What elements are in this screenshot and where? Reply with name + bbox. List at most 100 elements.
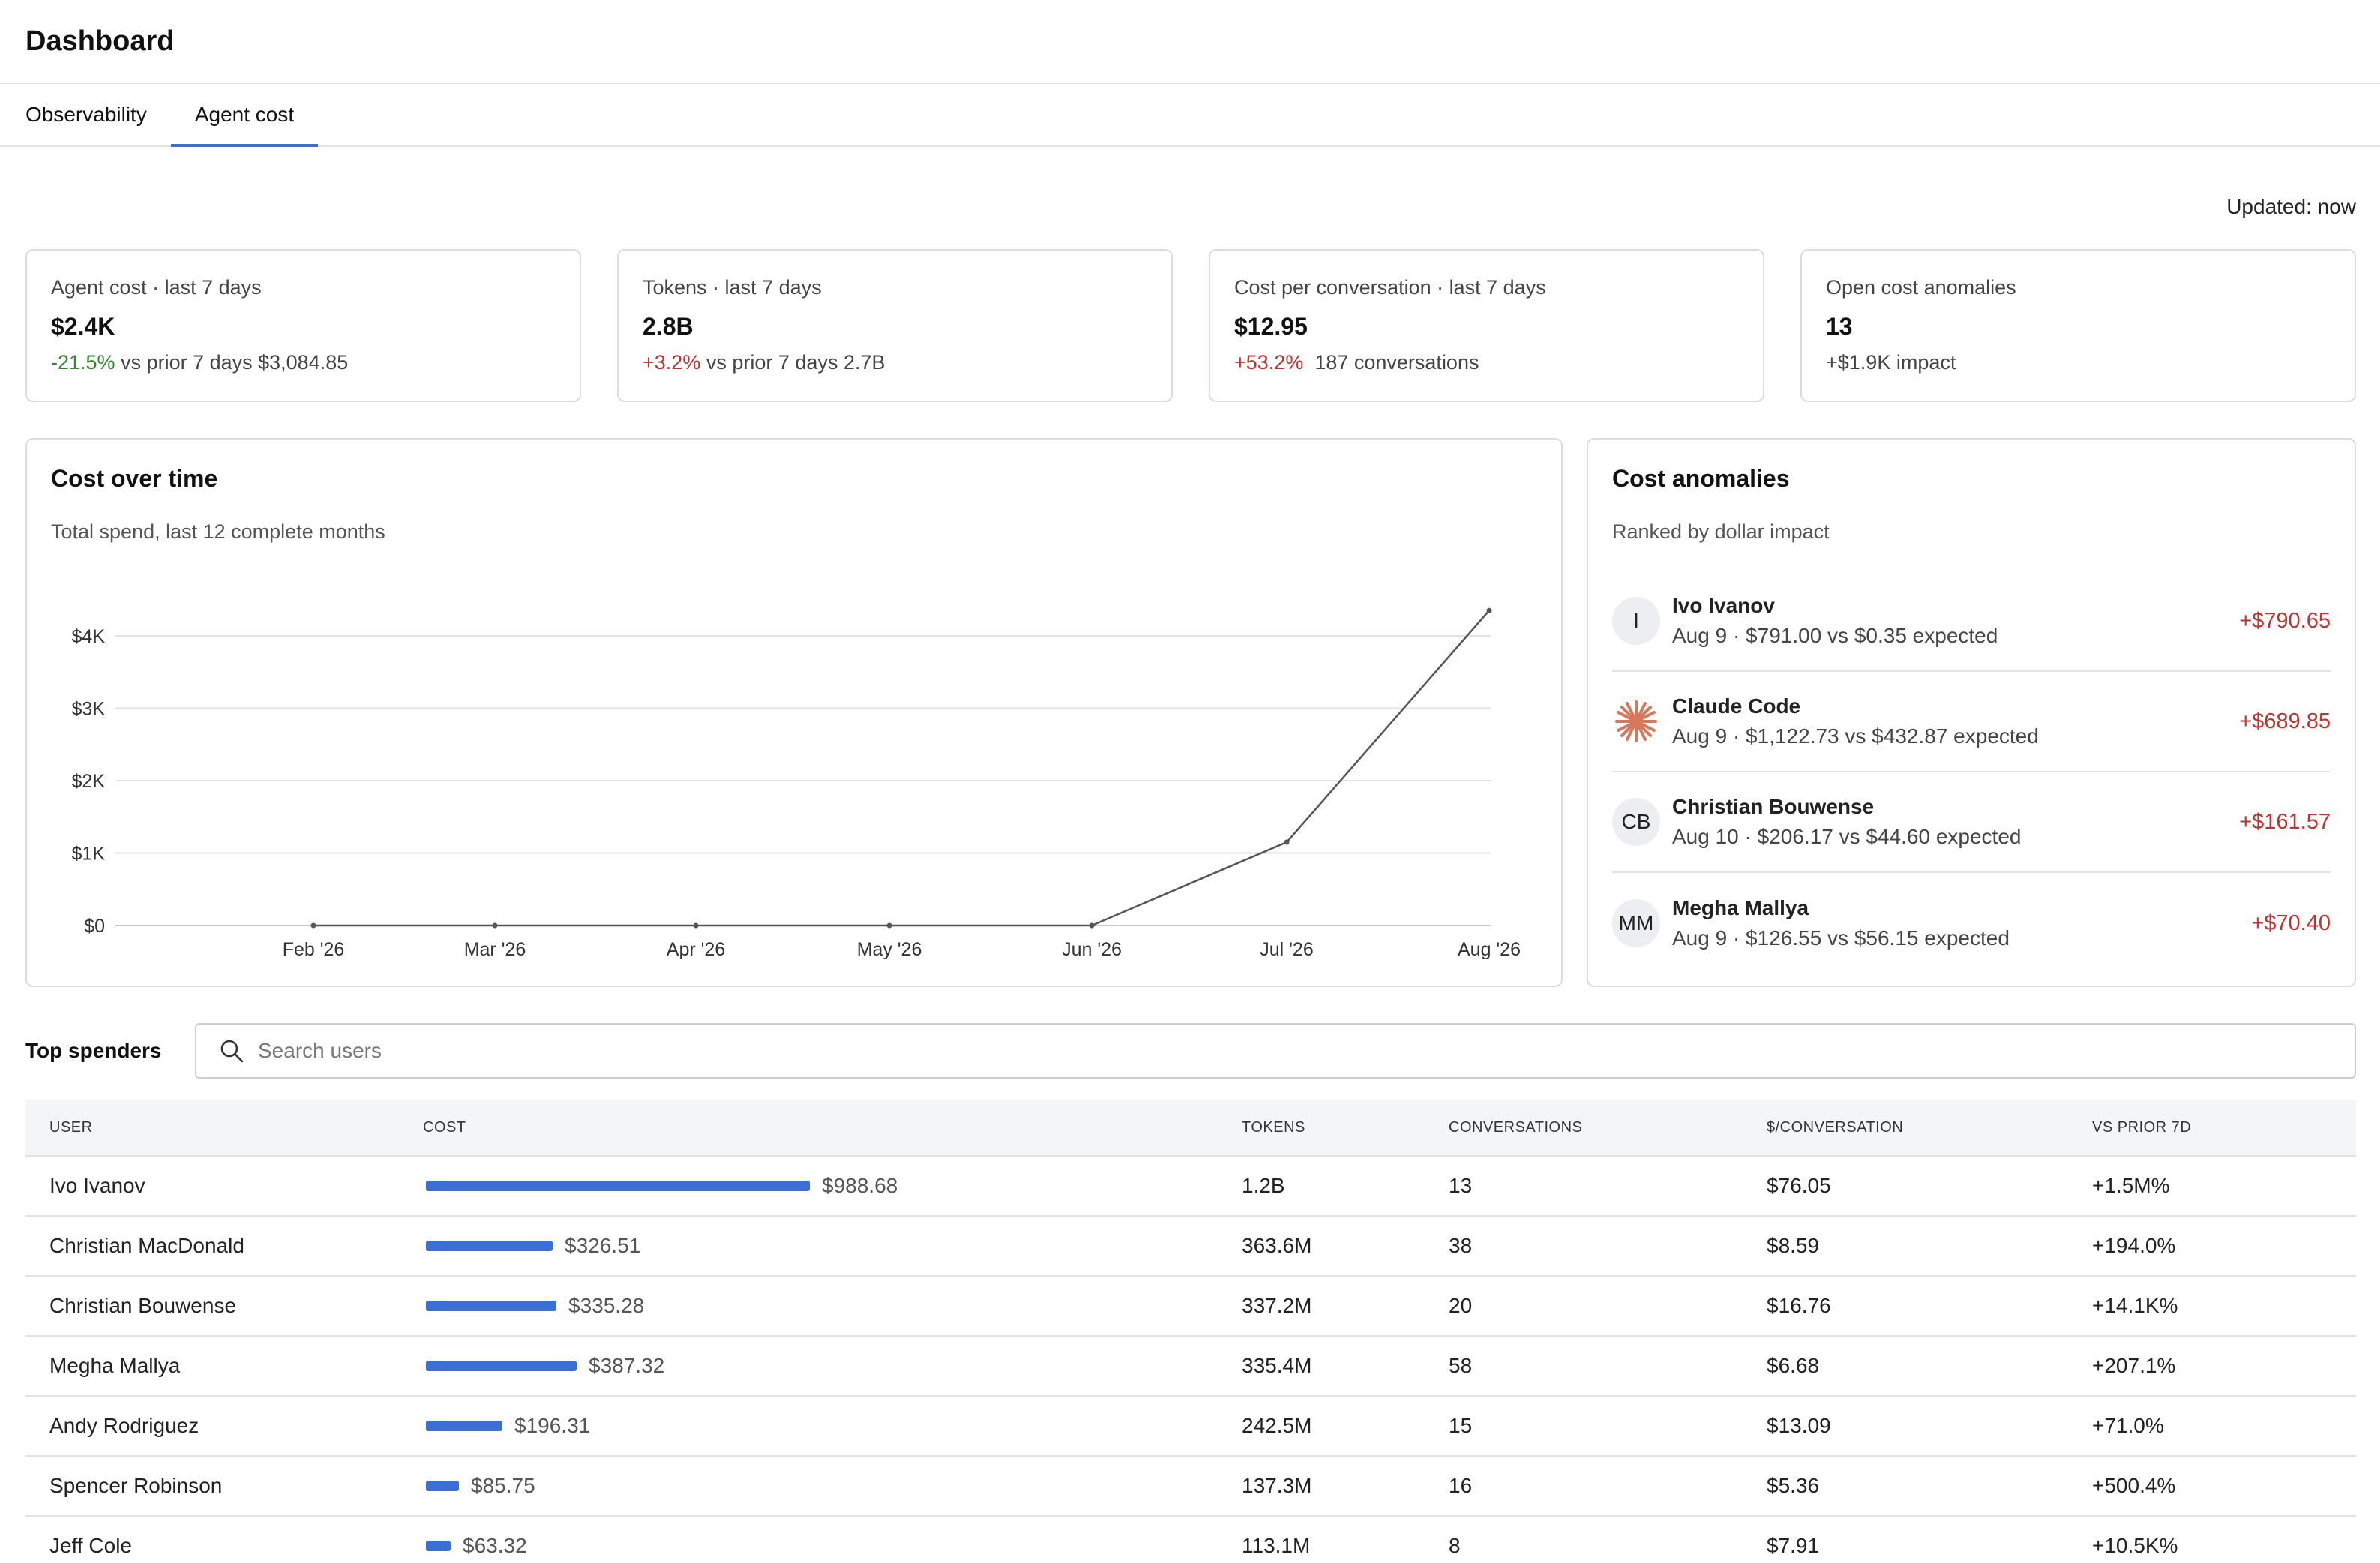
table-row[interactable]: Jeff Cole $63.32 113.1M 8 $7.91 +10.5K%	[25, 1516, 2356, 1563]
anomaly-detail: Aug 9 · $1,122.73 vs $432.87 expected	[1672, 724, 2039, 748]
top-spenders-title: Top spenders	[25, 1039, 162, 1062]
cost-value: $63.32	[463, 1534, 527, 1557]
kpi-comparison: vs prior 7 days 2.7B	[700, 351, 886, 374]
chart-subtitle: Total spend, last 12 complete months	[51, 520, 385, 543]
anomaly-impact: +$689.85	[2239, 709, 2331, 734]
kpi-comparison: 187 conversations	[1303, 351, 1479, 374]
cell-conversations: 38	[1449, 1234, 1473, 1257]
tab-bar: Observability Agent cost	[0, 84, 2380, 147]
y-tick-label: $1K	[72, 844, 106, 865]
anomaly-row[interactable]: CB Christian Bouwense Aug 10 · $206.17 v…	[1612, 772, 2331, 873]
kpi-delta: -21.5%	[51, 351, 115, 374]
column-header-conversations[interactable]: CONVERSATIONS	[1449, 1118, 1583, 1136]
cost-bar	[426, 1240, 553, 1251]
data-point	[1486, 608, 1492, 614]
kpi-card-open-anomalies: Open cost anomalies 13 +$1.9K impact	[1800, 249, 2356, 402]
column-header-vs-prior[interactable]: VS PRIOR 7D	[2092, 1118, 2192, 1136]
table-body: Ivo Ivanov $988.68 1.2B 13 $76.05 +1.5M% Chris…	[25, 1156, 2356, 1563]
cell-cost: $988.68	[426, 1174, 898, 1198]
avatar: MM	[1612, 899, 1660, 947]
kpi-subtext: -21.5% vs prior 7 days $3,084.85	[51, 351, 556, 374]
kpi-delta: +53.2%	[1234, 351, 1304, 374]
cell-per-conversation: $6.68	[1767, 1354, 1820, 1377]
tab-observability[interactable]: Observability	[25, 103, 147, 126]
cost-bar	[426, 1540, 451, 1551]
cell-user: Spencer Robinson	[49, 1474, 223, 1497]
data-point	[886, 922, 892, 928]
anomaly-name: Ivo Ivanov	[1672, 594, 1775, 617]
chart-title: Cost over time	[51, 465, 218, 492]
column-header-user[interactable]: USER	[49, 1118, 93, 1136]
table-row[interactable]: Christian Bouwense $335.28 337.2M 20 $16.76 +…	[25, 1276, 2356, 1336]
kpi-subtext: +3.2% vs prior 7 days 2.7B	[643, 351, 1147, 374]
cell-conversations: 20	[1449, 1294, 1473, 1317]
cell-conversations: 15	[1449, 1414, 1473, 1437]
cell-tokens: 113.1M	[1242, 1534, 1311, 1557]
cell-tokens: 137.3M	[1242, 1474, 1312, 1497]
kpi-label: Agent cost · last 7 days	[51, 276, 262, 298]
anomaly-detail: Aug 10 · $206.17 vs $44.60 expected	[1672, 825, 2022, 848]
kpi-card-cost-per-conversation: Cost per conversation · last 7 days $12.…	[1209, 249, 1764, 402]
series-line	[313, 610, 1490, 927]
kpi-delta: +3.2%	[643, 351, 701, 374]
anomaly-row[interactable]: Claude Code Aug 9 · $1,122.73 vs $432.87…	[1612, 672, 2331, 772]
kpi-row: Agent cost · last 7 days $2.4K -21.5% vs…	[25, 249, 2356, 402]
search-box[interactable]	[195, 1023, 2356, 1078]
cost-anomalies-panel: Cost anomalies Ranked by dollar impact I…	[1587, 438, 2356, 987]
cell-user: Jeff Cole	[49, 1534, 132, 1557]
table-row[interactable]: Christian MacDonald $326.51 363.6M 38 $8.59 +…	[25, 1216, 2356, 1276]
cost-bar	[426, 1420, 502, 1431]
table-row[interactable]: Andy Rodriguez $196.31 242.5M 15 $13.09 +71.0…	[25, 1396, 2356, 1456]
kpi-card-agent-cost: Agent cost · last 7 days $2.4K -21.5% vs…	[25, 249, 581, 402]
table-row[interactable]: Ivo Ivanov $988.68 1.2B 13 $76.05 +1.5M%	[25, 1156, 2356, 1216]
table-row[interactable]: Megha Mallya $387.32 335.4M 58 $6.68 +207.1%	[25, 1336, 2356, 1396]
anomalies-subtitle: Ranked by dollar impact	[1612, 520, 1830, 543]
kpi-label: Cost per conversation · last 7 days	[1234, 276, 1546, 298]
cell-conversations: 13	[1449, 1174, 1473, 1197]
cell-tokens: 1.2B	[1242, 1174, 1285, 1197]
cost-bar	[426, 1300, 556, 1311]
cost-value: $335.28	[568, 1294, 645, 1317]
cost-bar	[426, 1480, 459, 1491]
anomalies-title: Cost anomalies	[1612, 465, 1790, 492]
x-tick-label: Apr '26	[667, 939, 725, 960]
column-header-per-conversation[interactable]: $/CONVERSATION	[1767, 1118, 1904, 1136]
column-header-cost[interactable]: COST	[423, 1118, 466, 1136]
cell-user: Christian MacDonald	[49, 1234, 244, 1257]
cell-conversations: 58	[1449, 1354, 1473, 1377]
tab-agent-cost[interactable]: Agent cost	[170, 84, 319, 147]
y-tick-label: $4K	[72, 626, 106, 647]
y-tick-label: $3K	[72, 699, 106, 720]
data-point	[492, 922, 498, 928]
cost-value: $988.68	[822, 1174, 898, 1197]
cell-cost: $387.32	[426, 1354, 664, 1378]
cost-value: $326.51	[565, 1234, 641, 1257]
cost-value: $85.75	[471, 1474, 535, 1497]
kpi-label: Open cost anomalies	[1826, 276, 2016, 298]
search-input[interactable]	[258, 1039, 2181, 1063]
cell-conversations: 8	[1449, 1534, 1461, 1557]
kpi-card-tokens: Tokens · last 7 days 2.8B +3.2% vs prior…	[617, 249, 1173, 402]
table-row[interactable]: Spencer Robinson $85.75 137.3M 16 $5.36 +500.…	[25, 1456, 2356, 1516]
anomaly-row[interactable]: MM Megha Mallya Aug 9 · $126.55 vs $56.1…	[1612, 873, 2331, 974]
column-header-tokens[interactable]: TOKENS	[1242, 1118, 1305, 1136]
cell-tokens: 335.4M	[1242, 1354, 1312, 1377]
x-tick-label: Aug '26	[1458, 939, 1521, 960]
anomaly-list: I Ivo Ivanov Aug 9 · $791.00 vs $0.35 ex…	[1612, 572, 2331, 974]
kpi-subtext: +$1.9K impact	[1826, 351, 1956, 374]
cell-vs-prior: +10.5K%	[2092, 1534, 2178, 1557]
cell-cost: $335.28	[426, 1294, 644, 1318]
cell-conversations: 16	[1449, 1474, 1473, 1497]
data-point	[693, 922, 699, 928]
x-tick-label: May '26	[857, 939, 922, 960]
data-point	[310, 922, 316, 928]
cell-vs-prior: +14.1K%	[2092, 1294, 2178, 1317]
cell-per-conversation: $76.05	[1767, 1174, 1831, 1197]
cell-per-conversation: $8.59	[1767, 1234, 1820, 1257]
anomaly-name: Christian Bouwense	[1672, 795, 1875, 818]
page-header: Dashboard	[0, 0, 2380, 84]
anomaly-row[interactable]: I Ivo Ivanov Aug 9 · $791.00 vs $0.35 ex…	[1612, 572, 2331, 672]
data-point	[1284, 839, 1290, 845]
x-tick-label: Mar '26	[464, 939, 526, 960]
anomaly-detail: Aug 9 · $791.00 vs $0.35 expected	[1672, 624, 1998, 647]
